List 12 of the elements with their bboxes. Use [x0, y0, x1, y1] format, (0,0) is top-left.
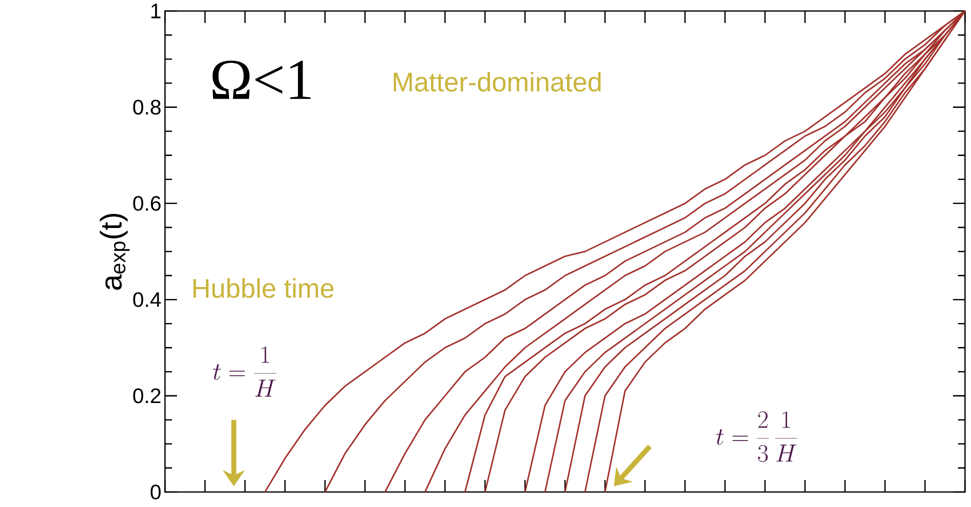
y-tick-label: 0.6 [133, 196, 161, 211]
annotation: $t=\frac{1}{H}$ [213, 346, 276, 397]
annotation: Matter-dominated [394, 72, 601, 92]
annotation: Ω<1 [212, 60, 311, 99]
y-tick-label: 0.4 [133, 292, 161, 308]
y-tick-label: 0 [150, 484, 161, 500]
annotation: Hubble time [193, 278, 334, 298]
y-tick-label: 0.8 [133, 100, 161, 115]
y-tick-label: 1 [151, 4, 160, 18]
y-tick-label: 0.2 [133, 388, 160, 404]
annotation: $t=\frac{2}{3}\,\frac{1}{H}$ [716, 411, 798, 462]
y-axis-title: a$_{exp}$(t) [100, 214, 130, 290]
